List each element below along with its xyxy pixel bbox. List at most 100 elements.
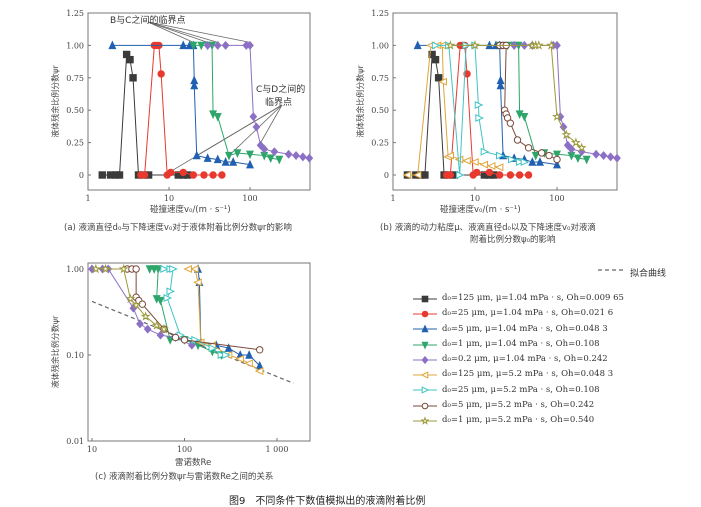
y-tick-label: 1.00	[371, 41, 389, 50]
marker-triup	[528, 157, 537, 166]
marker-circle	[485, 168, 494, 177]
marker-diamond	[252, 122, 261, 132]
legend-swatch	[413, 386, 437, 395]
x-tick-label: 100	[549, 194, 564, 203]
marker-circle	[171, 333, 180, 342]
y-tick-label: 0.50	[66, 106, 84, 115]
marker-triup	[553, 159, 561, 169]
x-tick-label: 10	[470, 194, 480, 203]
y-axis-label: 液体残余比例分数ψr	[50, 315, 60, 388]
marker-circle	[524, 171, 533, 179]
series-line	[514, 44, 618, 159]
legend-swatch	[413, 371, 437, 379]
marker-trileft	[244, 359, 253, 368]
marker-triup	[190, 80, 199, 90]
marker-tridown	[197, 41, 206, 51]
legend-item: d₀=25 μm, μ=5.2 mPa · s, Oh=0.108	[412, 383, 624, 398]
legend-swatch	[413, 310, 437, 318]
y-axis-label: 液体残余比例分数ψr	[50, 65, 60, 138]
legend-label: d₀=125 μm, μ=1.04 mPa · s, Oh=0.009 65	[442, 293, 624, 303]
marker-tridown	[189, 41, 198, 51]
caption-b-2: 附着比例分数ψ₀的影响	[470, 235, 556, 245]
x-tick-label: 1	[390, 194, 395, 203]
annotation-leader	[147, 21, 251, 43]
marker-circle	[506, 119, 515, 127]
marker-triup	[221, 157, 230, 166]
series-b-3	[495, 41, 591, 165]
marker-triup	[179, 40, 188, 50]
marker-circle	[140, 171, 149, 179]
marker-tridown	[154, 265, 163, 274]
marker-diamond	[156, 330, 165, 340]
series-a-2	[108, 40, 254, 169]
marker-circle	[180, 336, 189, 344]
marker-circle	[515, 171, 524, 179]
y-tick-label: 0.25	[66, 139, 84, 148]
marker-triup	[535, 157, 544, 166]
series-c-5	[183, 265, 264, 376]
series-b-8	[445, 40, 587, 153]
marker-tridown	[582, 155, 591, 165]
annotation-cd-1: C与D之间的	[256, 85, 306, 95]
marker-star	[151, 320, 162, 330]
marker-circle	[189, 171, 198, 179]
marker-circle	[179, 168, 187, 177]
y-tick-label: 0.10	[66, 351, 84, 360]
marker-triright	[507, 155, 517, 164]
legend: d₀=125 μm, μ=1.04 mPa · s, Oh=0.009 65 d₀…	[412, 291, 624, 429]
marker-tridown	[224, 151, 233, 161]
legend-swatch	[413, 402, 437, 410]
legend-item: d₀=25 μm, μ=1.04 mPa · s, Oh=0.021 6	[412, 306, 624, 321]
legend-label: d₀=25 μm, μ=1.04 mPa · s, Oh=0.021 6	[442, 308, 614, 319]
x-tick-label: 1	[85, 194, 90, 203]
annotation-leader	[196, 104, 283, 156]
legend-label: d₀=25 μm, μ=5.2 mPa · s, Oh=0.108	[442, 384, 600, 395]
marker-triright	[515, 158, 525, 167]
marker-star	[118, 263, 129, 274]
marker-diamond	[203, 40, 212, 50]
marker-trileft	[494, 163, 504, 172]
marker-trileft	[235, 354, 244, 363]
legend-item: d₀=1 μm, μ=5.2 mPa · s, Oh=0.540	[412, 413, 624, 428]
marker-tridown	[266, 154, 275, 164]
legend-item: d₀=5 μm, μ=1.04 mPa · s, Oh=0.048 3	[412, 322, 624, 337]
marker-star	[90, 263, 101, 274]
marker-tridown	[246, 150, 254, 160]
marker-trileft	[470, 158, 479, 167]
series-line	[207, 44, 310, 159]
marker-triright	[169, 265, 178, 273]
marker-star	[561, 129, 572, 140]
marker-triright	[421, 386, 430, 395]
marker-star	[131, 299, 142, 310]
caption-a: (a) 液滴直径d₀与下降速度v₀对于液体附着比例分数ψr的影响	[64, 223, 292, 233]
marker-tridown	[213, 112, 222, 122]
legend-swatch	[413, 416, 437, 425]
marker-triright	[474, 101, 484, 109]
y-tick-label: 0	[79, 171, 84, 180]
marker-circle	[545, 151, 553, 160]
marker-circle	[524, 144, 533, 152]
marker-diamond	[143, 324, 152, 334]
series-a-4	[203, 40, 314, 163]
marker-square	[129, 74, 137, 82]
marker-star	[470, 40, 480, 50]
marker-triup	[192, 150, 201, 160]
x-tick-label: 100	[242, 194, 257, 203]
series-line	[140, 44, 222, 176]
marker-triup	[224, 343, 233, 352]
marker-star	[546, 40, 557, 50]
caption-b-1: (b) 液滴的动力粘度μ、液滴直径d₀以及下降速度v₀对液滴	[380, 223, 596, 233]
legend-item: d₀=125 μm, μ=1.04 mPa · s, Oh=0.009 65	[412, 291, 624, 306]
marker-circle	[167, 168, 175, 177]
marker-star	[552, 111, 562, 121]
annotation-leader	[147, 21, 194, 43]
legend-swatch	[413, 341, 437, 350]
xlabel-a: 碰撞速度v₀/(m · s⁻¹)	[150, 205, 231, 215]
y-tick-label: 0.01	[66, 437, 84, 446]
series-line	[102, 52, 188, 176]
marker-triright	[480, 147, 490, 156]
marker-circle	[513, 136, 522, 144]
legend-swatch	[413, 355, 437, 364]
xlabel-c: 雷诺数Re	[175, 458, 212, 468]
